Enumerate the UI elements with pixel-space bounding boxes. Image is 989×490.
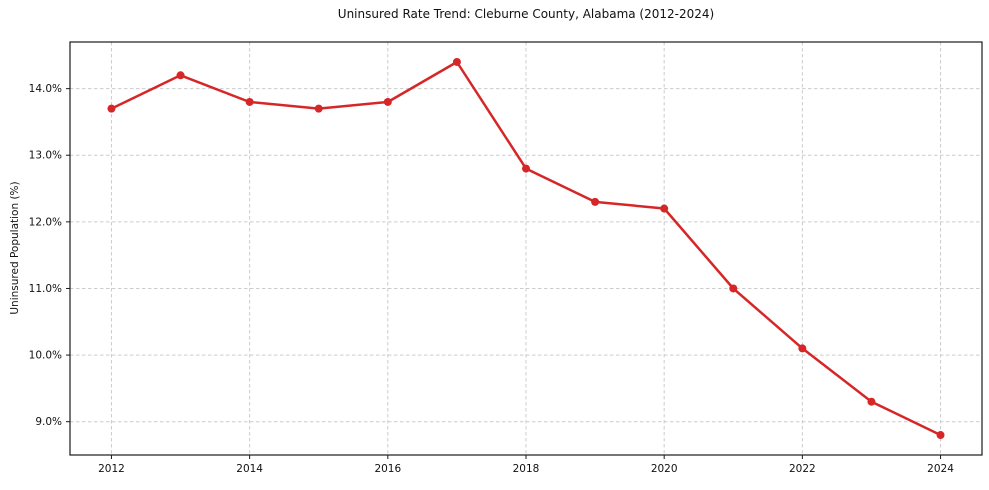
data-point-2015 bbox=[314, 104, 323, 113]
data-point-2012 bbox=[107, 104, 116, 113]
chart-title: Uninsured Rate Trend: Cleburne County, A… bbox=[337, 7, 715, 21]
y-tick-label: 10.0% bbox=[29, 350, 62, 362]
x-tick-label: 2024 bbox=[927, 463, 954, 475]
x-tick-label: 2016 bbox=[374, 463, 401, 475]
y-tick-label: 14.0% bbox=[29, 83, 62, 95]
x-tick-label: 2018 bbox=[513, 463, 540, 475]
x-tick-label: 2012 bbox=[98, 463, 125, 475]
data-point-2020 bbox=[660, 204, 669, 213]
x-tick-label: 2022 bbox=[789, 463, 816, 475]
data-point-2017 bbox=[452, 57, 461, 66]
y-tick-label: 12.0% bbox=[29, 216, 62, 228]
data-point-2023 bbox=[867, 397, 876, 406]
data-point-2013 bbox=[176, 71, 185, 80]
data-point-2018 bbox=[522, 164, 530, 173]
data-point-2019 bbox=[591, 197, 600, 206]
x-tick-label: 2014 bbox=[236, 463, 263, 475]
data-point-2016 bbox=[383, 97, 392, 106]
data-point-2014 bbox=[245, 97, 254, 106]
y-tick-label: 11.0% bbox=[29, 283, 62, 295]
data-point-2021 bbox=[729, 284, 738, 293]
y-tick-label: 9.0% bbox=[35, 416, 62, 428]
x-tick-label: 2020 bbox=[651, 463, 678, 475]
y-tick-label: 13.0% bbox=[29, 150, 62, 162]
data-point-2024 bbox=[936, 431, 945, 440]
data-point-2022 bbox=[798, 344, 807, 353]
